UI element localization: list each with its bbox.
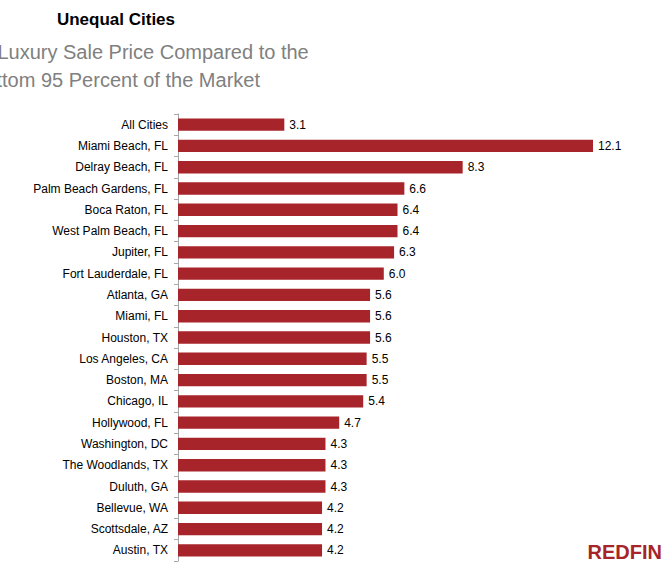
- svg-text:Scottsdale, AZ: Scottsdale, AZ: [91, 522, 168, 536]
- svg-text:Palm Beach Gardens, FL: Palm Beach Gardens, FL: [33, 182, 168, 196]
- svg-text:Boston, MA: Boston, MA: [106, 373, 168, 387]
- svg-text:Houston, TX: Houston, TX: [102, 331, 168, 345]
- svg-text:Austin, TX: Austin, TX: [113, 543, 168, 557]
- svg-text:REDFIN: REDFIN: [588, 541, 662, 563]
- svg-text:Fort Lauderdale, FL: Fort Lauderdale, FL: [63, 267, 169, 281]
- svg-text:All Cities: All Cities: [121, 118, 168, 132]
- svg-text:6.4: 6.4: [403, 224, 420, 238]
- svg-text:8.3: 8.3: [468, 160, 485, 174]
- svg-text:4.3: 4.3: [330, 437, 347, 451]
- svg-text:6.6: 6.6: [409, 182, 426, 196]
- svg-text:4.3: 4.3: [330, 480, 347, 494]
- svg-text:Atlanta, GA: Atlanta, GA: [107, 288, 168, 302]
- svg-text:The Woodlands, TX: The Woodlands, TX: [62, 458, 168, 472]
- svg-text:5.6: 5.6: [375, 288, 392, 302]
- svg-text:4.2: 4.2: [327, 543, 344, 557]
- svg-text:4.7: 4.7: [344, 416, 361, 430]
- svg-text:Miami Beach, FL: Miami Beach, FL: [78, 139, 168, 153]
- svg-text:Hollywood, FL: Hollywood, FL: [92, 416, 168, 430]
- svg-text:5.4: 5.4: [368, 394, 385, 408]
- svg-text:Unequal Cities: Unequal Cities: [57, 10, 175, 29]
- svg-text:6.3: 6.3: [399, 245, 416, 259]
- svg-text:Jupiter, FL: Jupiter, FL: [112, 245, 168, 259]
- svg-text:Delray Beach, FL: Delray Beach, FL: [75, 160, 168, 174]
- svg-text:Chicago, IL: Chicago, IL: [107, 394, 168, 408]
- svg-text:Los Angeles, CA: Los Angeles, CA: [79, 352, 168, 366]
- svg-text:12.1: 12.1: [598, 139, 622, 153]
- svg-text:Bottom 95 Percent of the Marke: Bottom 95 Percent of the Market: [0, 69, 260, 91]
- svg-text:6.0: 6.0: [389, 267, 406, 281]
- svg-text:Bellevue, WA: Bellevue, WA: [96, 501, 168, 515]
- svg-text:Washington, DC: Washington, DC: [81, 437, 168, 451]
- svg-text:4.2: 4.2: [327, 522, 344, 536]
- svg-text:Average Luxury Sale Price Comp: Average Luxury Sale Price Compared to th…: [0, 41, 314, 63]
- svg-text:6.4: 6.4: [403, 203, 420, 217]
- svg-text:Duluth, GA: Duluth, GA: [109, 480, 168, 494]
- svg-text:3.1: 3.1: [289, 118, 306, 132]
- svg-text:5.6: 5.6: [375, 331, 392, 345]
- svg-text:Boca Raton, FL: Boca Raton, FL: [85, 203, 169, 217]
- svg-text:4.2: 4.2: [327, 501, 344, 515]
- svg-text:5.6: 5.6: [375, 309, 392, 323]
- svg-text:4.3: 4.3: [330, 458, 347, 472]
- svg-text:5.5: 5.5: [372, 373, 389, 387]
- svg-text:Miami, FL: Miami, FL: [115, 309, 168, 323]
- svg-text:West Palm Beach, FL: West Palm Beach, FL: [52, 224, 168, 238]
- svg-text:5.5: 5.5: [372, 352, 389, 366]
